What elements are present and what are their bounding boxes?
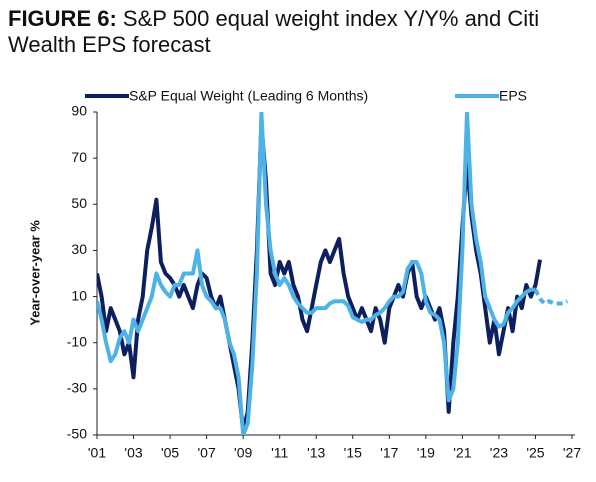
legend-label: S&P Equal Weight (Leading 6 Months) xyxy=(129,88,368,104)
title-text: S&P 500 equal weight index Y/Y% and Citi… xyxy=(8,6,540,57)
x-tick-label: '23 xyxy=(490,445,508,461)
y-tick-label: 90 xyxy=(71,103,87,119)
y-tick-label: -30 xyxy=(67,380,87,396)
y-tick-label: -10 xyxy=(67,333,87,349)
series-line xyxy=(97,121,542,433)
chart-title: FIGURE 6: S&P 500 equal weight index Y/Y… xyxy=(8,6,568,58)
y-tick-label: 10 xyxy=(71,287,87,303)
y-tick-label: -50 xyxy=(67,426,87,442)
x-tick-label: '09 xyxy=(234,445,252,461)
x-tick-label: '19 xyxy=(417,445,435,461)
x-tick-label: '21 xyxy=(453,445,471,461)
x-tick-label: '03 xyxy=(124,445,142,461)
x-tick-label: '25 xyxy=(526,445,544,461)
x-tick-label: '13 xyxy=(307,445,325,461)
y-tick-label: 30 xyxy=(71,241,87,257)
x-tick-label: '17 xyxy=(380,445,398,461)
x-tick-label: '07 xyxy=(197,445,215,461)
series-line xyxy=(97,112,536,435)
y-tick-label: 50 xyxy=(71,195,87,211)
title-label: FIGURE 6: xyxy=(8,6,117,31)
x-tick-label: '05 xyxy=(161,445,179,461)
y-tick-label: 70 xyxy=(71,149,87,165)
x-tick-label: '15 xyxy=(344,445,362,461)
y-axis-label: Year-over-year % xyxy=(27,220,42,326)
x-tick-label: '01 xyxy=(88,445,106,461)
x-tick-label: '27 xyxy=(563,445,581,461)
legend-label: EPS xyxy=(499,88,527,104)
series-line xyxy=(533,288,569,306)
x-tick-label: '11 xyxy=(271,445,288,461)
